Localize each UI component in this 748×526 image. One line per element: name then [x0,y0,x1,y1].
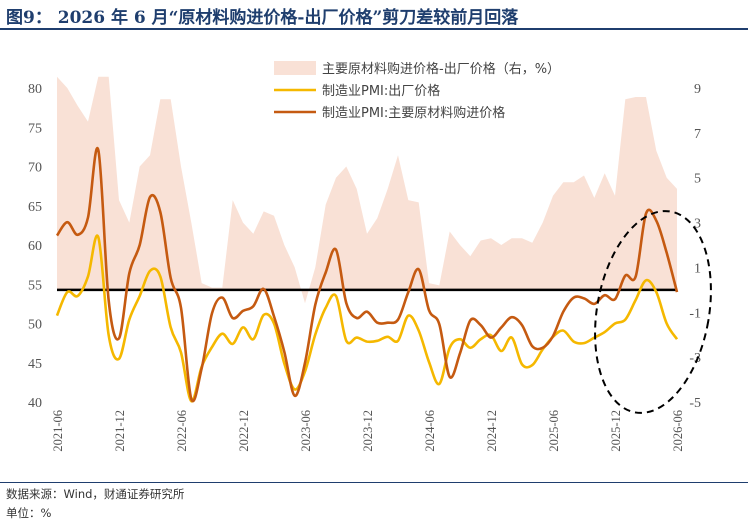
y-left-tick-label: 55 [28,278,42,293]
legend: 主要原材料购进价格-出厂价格（右，%） 制造业PMI:出厂价格制造业PMI:主要原… [274,61,560,121]
y-right-tick-label: -3 [689,351,701,366]
annotation-dashed-ellipse [594,210,712,414]
y-left-tick-label: 75 [28,121,42,136]
y-right-tick-label: -1 [689,306,701,321]
x-tick-label: 2024-12 [485,410,499,452]
y-left-tick-label: 50 [28,318,42,333]
x-tick-label: 2021-12 [113,410,127,452]
x-tick-label: 2023-06 [299,410,313,452]
legend-label-output-price: 制造业PMI:出厂价格 [322,83,440,99]
x-tick-label: 2022-12 [237,410,251,452]
footer: 数据来源：Wind，财通证券研究所 单位：% [0,482,748,526]
x-tick-label: 2025-12 [609,410,623,452]
series-output-price-line [55,234,679,403]
x-tick-label: 2025-06 [547,410,561,452]
legend-label-spread: 主要原材料购进价格-出厂价格（右，%） [322,61,560,77]
x-tick-label: 2023-12 [361,410,375,452]
y-left-tick-label: 70 [28,161,42,176]
y-left-tick-label: 65 [28,200,42,215]
y-right-tick-label: 5 [694,172,701,187]
x-tick-label: 2024-06 [423,410,437,452]
x-tick-label: 2026-06 [671,410,685,452]
series-input-price-line [55,146,679,403]
y-left-tick-label: 45 [28,357,42,372]
y-right-tick-label: -5 [689,396,701,411]
legend-swatch-spread [274,61,316,75]
y-right-tick-label: 3 [694,217,701,232]
title-bar: 图9： 2026 年 6 月“原材料购进价格-出厂价格”剪刀差较前月回落 [0,0,748,30]
series-spread-area [57,76,677,304]
y-right-tick-label: 7 [694,127,701,142]
y-left-tick-label: 40 [28,396,42,411]
y-right-tick-label: 1 [694,261,701,276]
legend-label-input-price: 制造业PMI:主要原材料购进价格 [322,105,505,121]
source-note: 数据来源：Wind，财通证券研究所 [6,487,185,501]
x-tick-label: 2022-06 [175,410,189,452]
chart-title: 图9： 2026 年 6 月“原材料购进价格-出厂价格”剪刀差较前月回落 [6,8,519,28]
y-right-tick-label: 9 [694,82,701,97]
chart: 40 45 50 55 60 65 70 75 80 -5 -3 -1 1 3 5 7 9 2021-06 2021… [28,61,712,452]
y-left-tick-label: 80 [28,82,42,97]
y-left-tick-label: 60 [28,239,42,254]
x-tick-label: 2021-06 [51,410,65,452]
unit-note: 单位：% [6,506,52,520]
